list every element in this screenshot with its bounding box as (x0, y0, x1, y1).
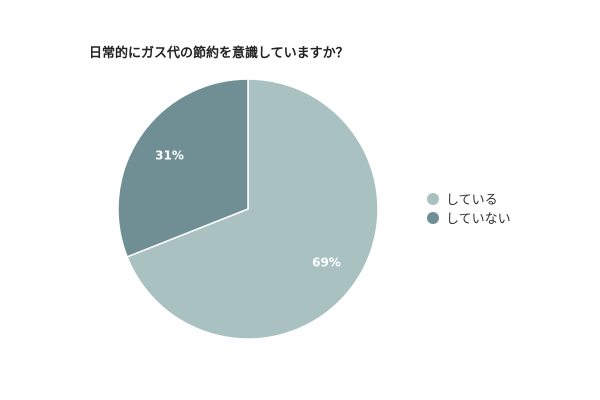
legend-swatch-shiteiru (427, 193, 439, 205)
legend-label-shiteinai: していない (446, 212, 511, 227)
legend-swatch-shiteinai (427, 212, 439, 224)
legend-label-shiteiru: している (446, 193, 498, 208)
pie-slice-0 (126, 78, 379, 340)
pie-slice-label-0: 69% (312, 255, 341, 269)
pie-slice-labels: 69% 31% (155, 149, 341, 270)
pie-slices (117, 78, 379, 340)
chart-title: 日常的にガス代の節約を意識していますか？ (89, 45, 349, 61)
pie-slice-label-1: 31% (155, 149, 184, 163)
legend: している していない (427, 193, 511, 227)
pie-slice-1 (117, 78, 249, 258)
